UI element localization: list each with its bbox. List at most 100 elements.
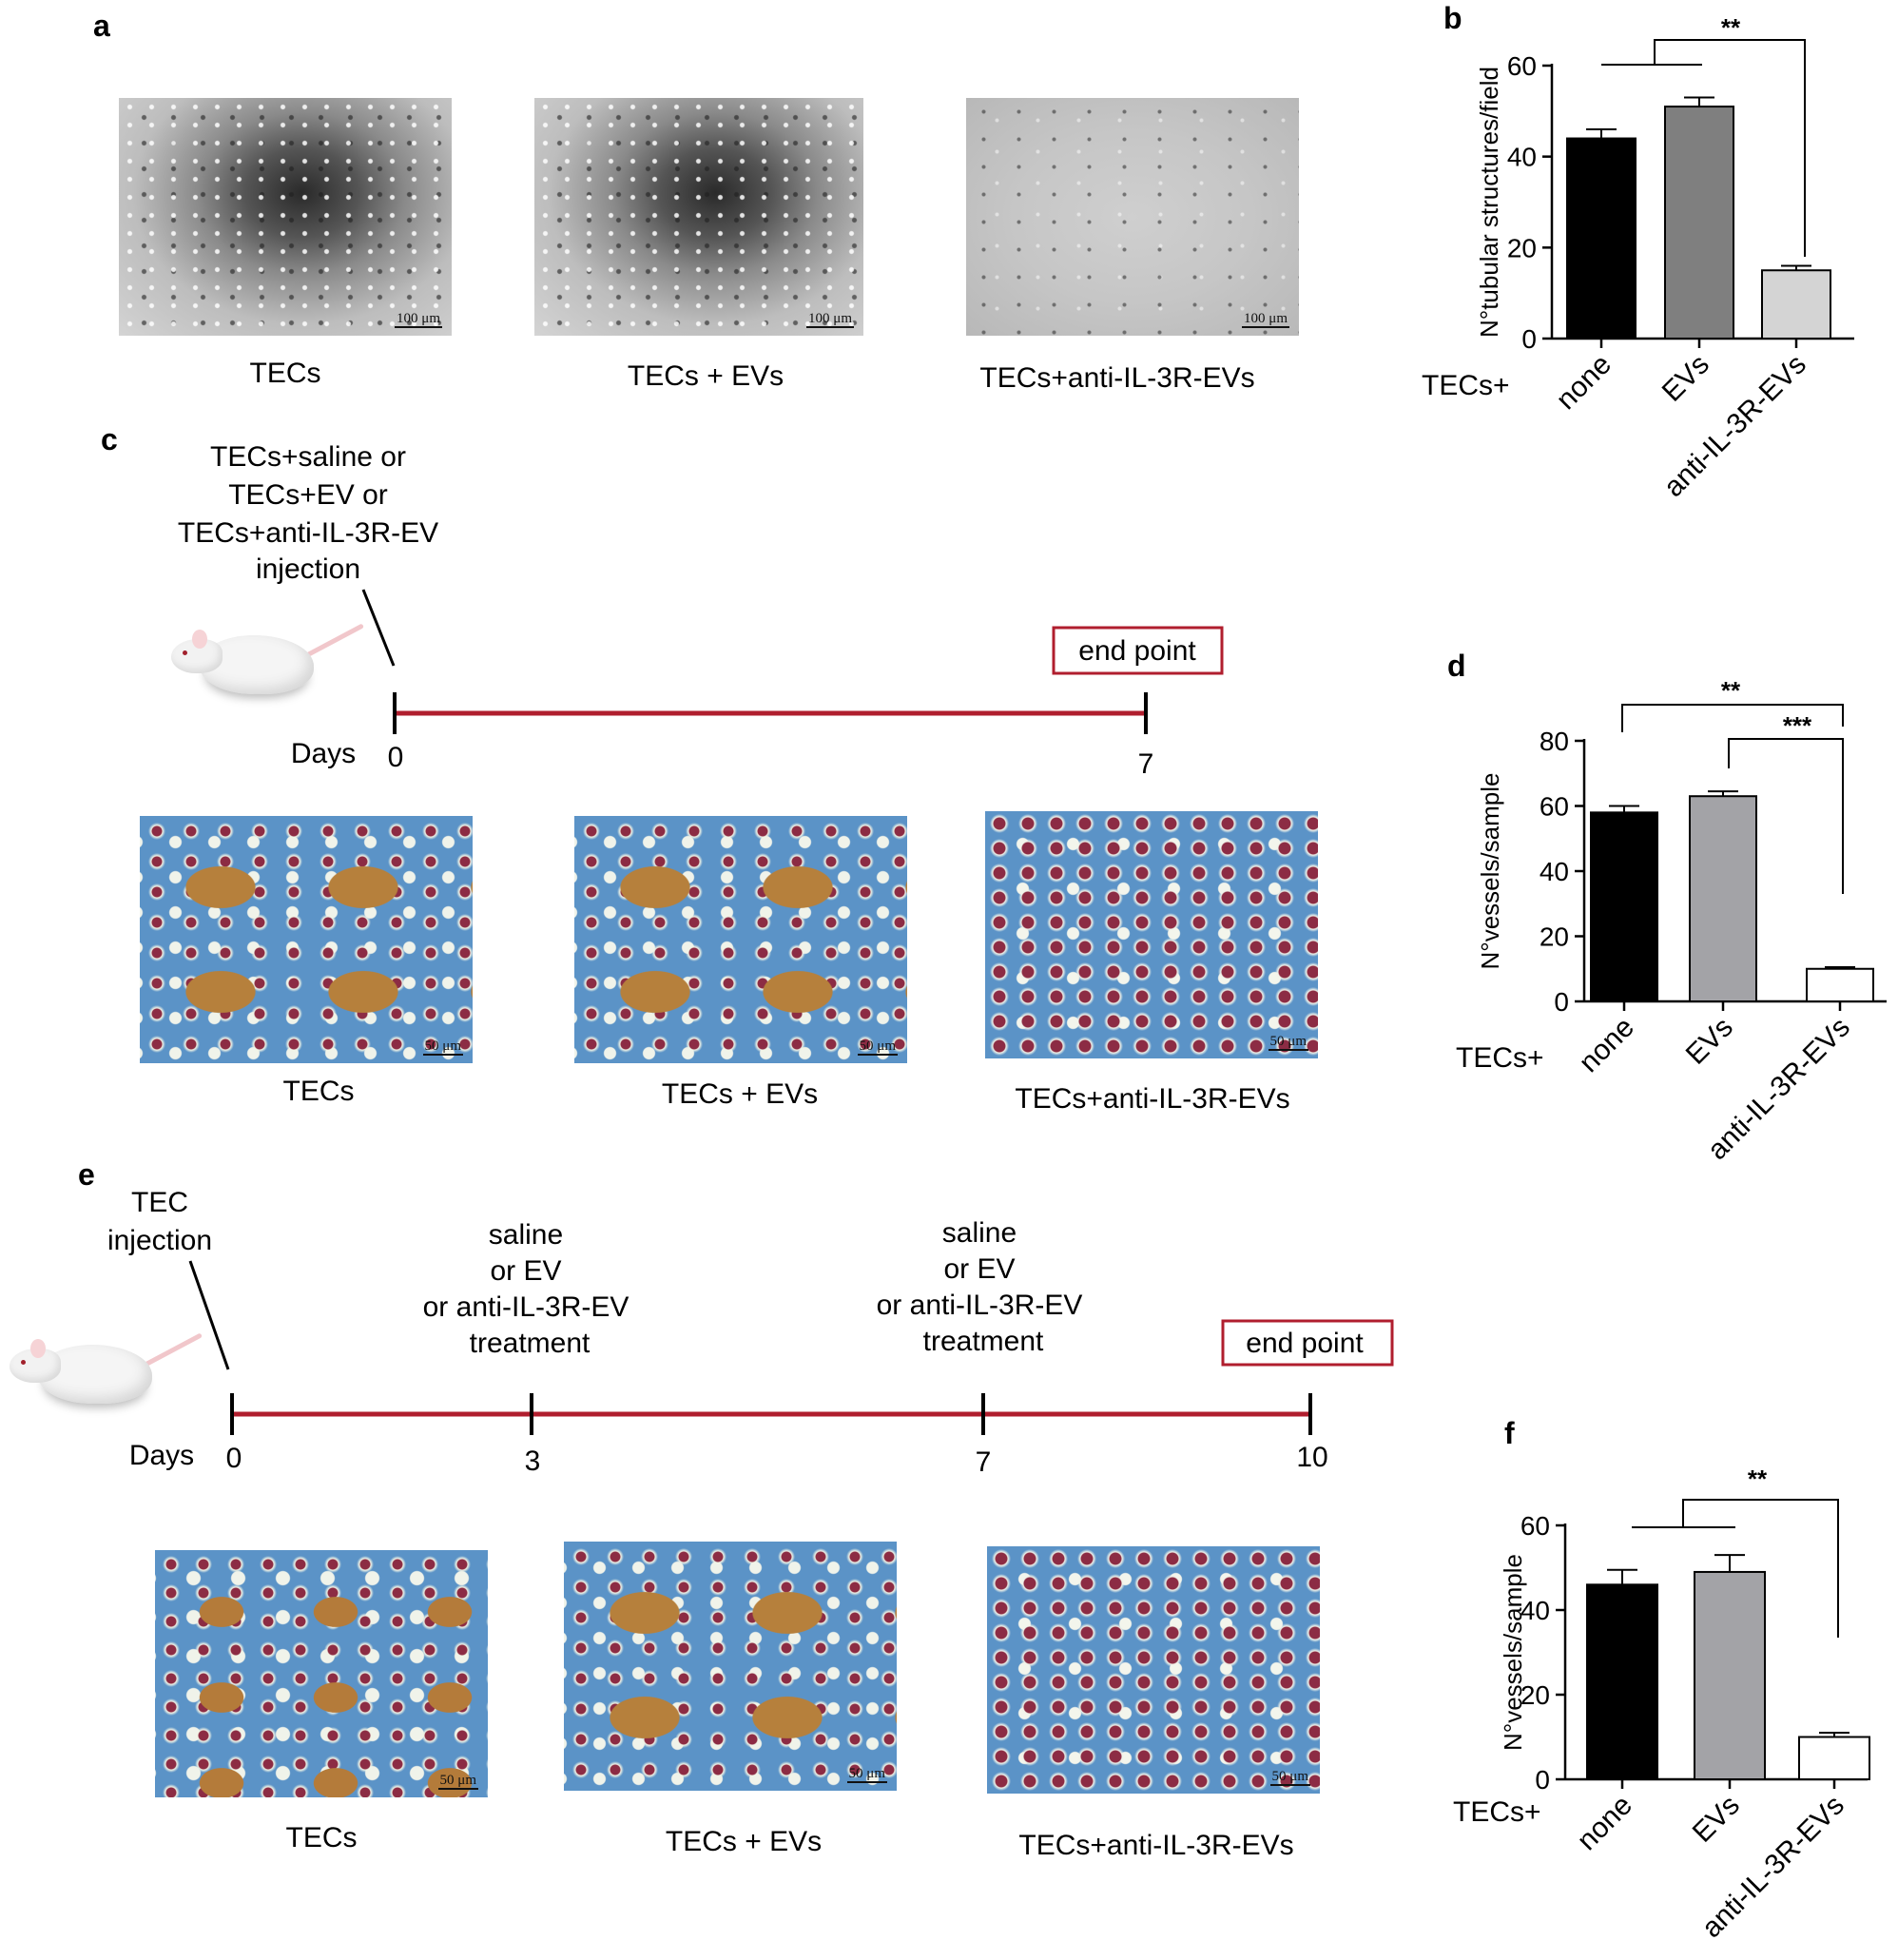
y-tick-label: 60: [1520, 1511, 1550, 1541]
end-point-label-c: end point: [1078, 635, 1196, 667]
bar-anti-IL-3R-EVs: [1798, 1736, 1870, 1780]
y-tick-label: 80: [1540, 727, 1569, 756]
mouse-illustration: [10, 1328, 203, 1423]
panel-label-f: f: [1504, 1416, 1515, 1450]
treatment-label-e2: or EV: [943, 1253, 1015, 1285]
scale-bar: 50 μm: [846, 1766, 887, 1783]
x-tick-label: EVs: [1687, 1790, 1746, 1849]
injection-label-c: TECs+EV or: [228, 479, 388, 511]
significance-label: **: [1748, 1465, 1768, 1493]
histology-e-tecs: 50 μm: [155, 1550, 488, 1797]
treatment-label-e1: or anti-IL-3R-EV: [423, 1291, 629, 1323]
injection-label-c: TECs+anti-IL-3R-EV: [178, 517, 438, 549]
micrograph-a-tecs-evs: 100 μm: [534, 98, 863, 336]
injection-label-e: TEC: [131, 1187, 188, 1218]
mouse-illustration: [171, 618, 364, 713]
panel-label-d: d: [1447, 649, 1466, 683]
x-tick-label: none: [1550, 349, 1617, 417]
y-axis-label: N°tubular structures/field: [1475, 67, 1503, 338]
group-label: TECs+: [1453, 1796, 1541, 1828]
y-tick-label: 20: [1507, 233, 1537, 262]
days-label-e: Days: [129, 1440, 194, 1471]
significance-bracket: [1728, 738, 1844, 894]
y-tick-label: 40: [1507, 143, 1537, 172]
x-tick-label: none: [1573, 1012, 1640, 1079]
bar-EVs: [1689, 795, 1757, 1002]
injection-label-e: injection: [107, 1225, 212, 1256]
significance-label: **: [1721, 676, 1741, 705]
bar-EVs: [1664, 106, 1734, 340]
micrograph-a-tecs: 100 μm: [119, 98, 452, 336]
significance-bracket: [1621, 704, 1844, 732]
caption-c-tecs-evs: TECs + EVs: [662, 1078, 818, 1110]
caption-c-tecs: TECs: [283, 1076, 355, 1107]
injection-label-c: TECs+saline or: [210, 441, 406, 473]
x-tick-label: none: [1571, 1790, 1638, 1857]
injection-label-c: injection: [256, 553, 360, 585]
bar-anti-IL-3R-EVs: [1806, 967, 1874, 1002]
x-tick-label: EVs: [1656, 349, 1715, 408]
y-tick-label: 40: [1520, 1596, 1550, 1625]
scale-bar: 50 μm: [422, 1038, 463, 1056]
x-tick-label: EVs: [1680, 1012, 1739, 1071]
y-tick-label: 0: [1521, 324, 1537, 354]
days-label-c: Days: [291, 738, 356, 769]
group-label: TECs+: [1456, 1042, 1544, 1074]
significance-bracket: [1654, 39, 1806, 257]
histology-c-tecs-evs: 50 μm: [574, 816, 907, 1063]
scale-bar: 100 μm: [806, 311, 854, 328]
treatment-label-e2: or anti-IL-3R-EV: [877, 1290, 1083, 1321]
day-label: 7: [976, 1446, 992, 1478]
bar-none: [1586, 1583, 1658, 1781]
histology-e-tecs-evs: 50 μm: [564, 1542, 897, 1791]
day-label: 7: [1138, 748, 1154, 780]
scale-bar: 50 μm: [437, 1773, 478, 1790]
day-label: 0: [388, 742, 404, 773]
end-point-label-e: end point: [1246, 1328, 1364, 1359]
scale-bar: 50 μm: [1268, 1034, 1308, 1051]
significance-label: **: [1721, 13, 1741, 42]
day-label: 3: [525, 1446, 541, 1477]
bar-none: [1590, 811, 1658, 1002]
scale-bar: 50 μm: [1269, 1769, 1310, 1786]
histology-c-tecs: 50 μm: [140, 816, 473, 1063]
panel-label-a: a: [93, 9, 110, 43]
treatment-label-e2: saline: [942, 1217, 1017, 1249]
pointer-line: [188, 1260, 230, 1370]
bar-anti-IL-3R-EVs: [1761, 269, 1831, 340]
bar-EVs: [1694, 1570, 1766, 1780]
caption-e-anti-il3r: TECs+anti-IL-3R-EVs: [1018, 1830, 1293, 1861]
scale-bar: 100 μm: [395, 311, 442, 328]
y-tick-label: 20: [1520, 1680, 1550, 1710]
treatment-label-e1: or EV: [490, 1255, 561, 1287]
y-axis-label: N°vessels/sample: [1499, 1554, 1527, 1751]
treatment-label-e1: treatment: [470, 1328, 591, 1359]
caption-a-anti-il3r: TECs+anti-IL-3R-EVs: [979, 362, 1254, 394]
y-tick-label: 0: [1554, 987, 1569, 1017]
y-tick-label: 60: [1507, 51, 1537, 81]
significance-bracket: [1682, 1499, 1839, 1638]
y-tick-label: 60: [1540, 792, 1569, 822]
y-tick-label: 0: [1535, 1765, 1550, 1795]
histology-c-anti-il3r: 50 μm: [985, 811, 1318, 1058]
caption-e-tecs: TECs: [286, 1822, 358, 1853]
significance-label: ***: [1783, 711, 1812, 740]
bar-none: [1566, 137, 1637, 340]
treatment-label-e1: saline: [489, 1219, 563, 1251]
end-point-box-c: [1052, 626, 1224, 675]
caption-a-tecs-evs: TECs + EVs: [628, 360, 784, 392]
y-tick-label: 20: [1540, 922, 1569, 952]
y-tick-label: 40: [1540, 857, 1569, 886]
scale-bar: 100 μm: [1242, 311, 1289, 328]
micrograph-a-anti-il3r: 100 μm: [966, 98, 1299, 336]
panel-label-c: c: [101, 422, 118, 456]
day-label: 0: [226, 1443, 242, 1474]
panel-label-b: b: [1443, 1, 1462, 35]
y-axis-label: N°vessels/sample: [1476, 773, 1504, 970]
panel-label-e: e: [78, 1157, 95, 1192]
group-label: TECs+: [1422, 370, 1510, 401]
caption-c-anti-il3r: TECs+anti-IL-3R-EVs: [1015, 1083, 1289, 1115]
treatment-label-e2: treatment: [923, 1326, 1044, 1357]
